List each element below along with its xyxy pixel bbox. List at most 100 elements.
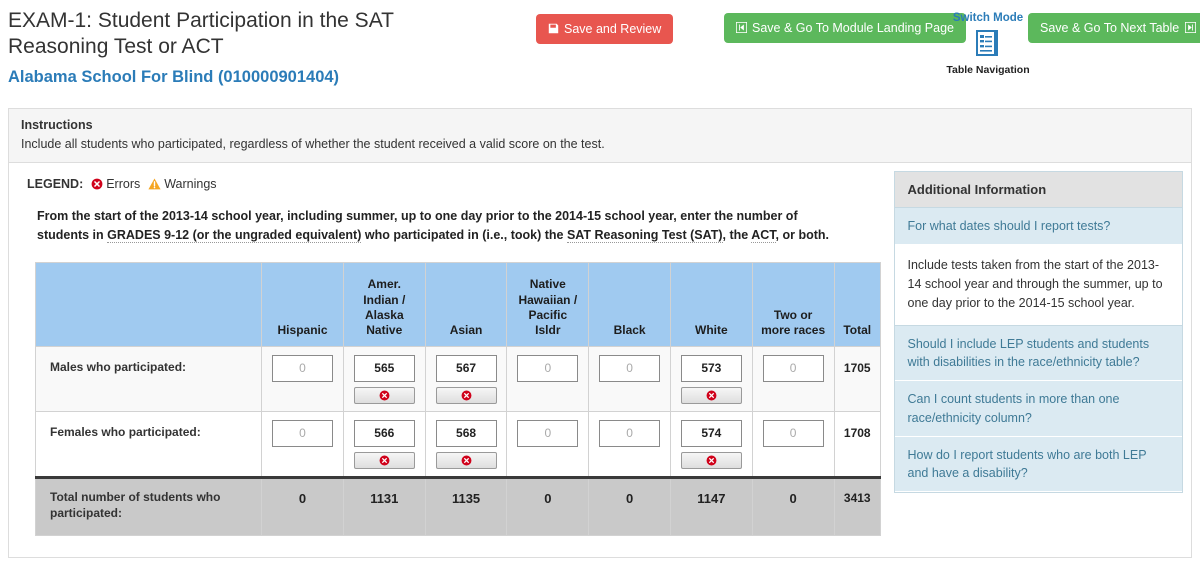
additional-information-column: Additional Information For what dates sh… — [887, 163, 1191, 557]
row-label-females: Females who participated: — [34, 410, 263, 478]
table-navigation-icon[interactable] — [940, 28, 1036, 63]
errbtn-spacer — [513, 382, 582, 404]
additional-information-title: Additional Information — [894, 172, 1182, 208]
table-prompt: From the start of the 2013-14 school yea… — [37, 207, 837, 246]
input-females-hispanic[interactable] — [272, 419, 334, 447]
faq-question-lep-disabilities[interactable]: Should I include LEP students and studen… — [894, 326, 1182, 382]
switch-mode-label: Switch Mode — [952, 12, 1024, 24]
error-button-females-amer-indian[interactable] — [353, 451, 415, 469]
prompt-term-sat[interactable]: SAT Reasoning Test (SAT) — [566, 228, 723, 244]
error-circle-x-icon — [706, 390, 717, 401]
cell-females-hispanic — [261, 410, 344, 478]
error-circle-x-icon — [461, 390, 471, 401]
row-label-males: Males who participated: — [34, 345, 263, 412]
instructions-text: Include all students who participated, r… — [21, 137, 605, 151]
table-body: Males who participated: — [34, 345, 881, 537]
input-males-hispanic[interactable] — [272, 354, 334, 382]
instructions-title: Instructions — [21, 118, 93, 132]
additional-information-panel: Additional Information For what dates sh… — [893, 171, 1183, 493]
faq-question-multiple-race[interactable]: Can I count students in more than one ra… — [894, 381, 1182, 437]
prompt-part-3: , the — [722, 228, 752, 243]
errbtn-spacer — [759, 447, 828, 469]
error-button-males-asian[interactable] — [435, 386, 497, 404]
page-header: EXAM-1: Student Participation in the SAT… — [0, 0, 1200, 100]
save-go-next-table-button[interactable]: Save & Go To Next Table — [1028, 13, 1200, 43]
faq-question-dates[interactable]: For what dates should I report tests? — [894, 208, 1182, 246]
error-circle-x-icon — [379, 455, 390, 466]
input-males-black[interactable] — [599, 354, 661, 382]
column-header-hispanic: Hispanic — [261, 261, 344, 347]
input-males-asian[interactable] — [435, 354, 497, 382]
total-white: 1147 — [669, 475, 753, 537]
table-row-males: Males who participated: — [34, 345, 881, 412]
form-column: LEGEND: Errors Warnings From the start o… — [9, 163, 888, 557]
prompt-part-2: who participated in (i.e., took) the — [361, 228, 567, 243]
errbtn-spacer — [595, 447, 664, 469]
input-males-native-hawaiian[interactable] — [517, 354, 579, 382]
warning-triangle-icon — [148, 177, 164, 191]
save-go-next-table-label: Save & Go To Next Table — [1040, 21, 1180, 35]
input-males-white[interactable] — [680, 354, 742, 382]
total-amer-indian: 1131 — [342, 475, 426, 537]
error-button-females-asian[interactable] — [435, 451, 497, 469]
error-circle-x-icon — [706, 455, 717, 466]
column-header-total: Total — [833, 261, 881, 347]
column-header-two-or-more-races: Two or more races — [751, 261, 835, 347]
faq-question-lep-and-disability[interactable]: How do I report students who are both LE… — [894, 436, 1182, 492]
errbtn-spacer — [513, 447, 582, 469]
cell-females-amer-indian — [342, 410, 426, 478]
legend: LEGEND: Errors Warnings — [27, 177, 888, 191]
errbtn-spacer — [759, 382, 828, 404]
cell-males-asian — [424, 345, 508, 412]
step-forward-icon — [1185, 14, 1197, 44]
errbtn-spacer — [268, 382, 337, 404]
input-males-amer-indian[interactable] — [353, 354, 415, 382]
input-females-two-or-more[interactable] — [762, 419, 824, 447]
cell-females-white — [669, 410, 753, 478]
column-header-white: White — [669, 261, 753, 347]
input-males-two-or-more[interactable] — [762, 354, 824, 382]
legend-warnings-label: Warnings — [164, 177, 217, 191]
errbtn-spacer — [268, 447, 337, 469]
school-link[interactable]: Alabama School For Blind (010000901404) — [8, 68, 340, 87]
save-and-review-button[interactable]: Save and Review — [536, 14, 674, 44]
prompt-term-grades[interactable]: GRADES 9-12 (or the ungraded equivalent) — [107, 228, 362, 244]
cell-females-asian — [424, 410, 508, 478]
cell-males-amer-indian — [342, 345, 426, 412]
table-header-row: Hispanic Amer. Indian / Alaska Native As… — [34, 261, 881, 347]
table-head: Hispanic Amer. Indian / Alaska Native As… — [34, 261, 881, 347]
input-females-asian[interactable] — [435, 419, 497, 447]
faq-answer-dates: Include tests taken from the start of th… — [894, 245, 1182, 327]
switch-mode-control[interactable]: Switch Mode Table Navigation — [940, 12, 1036, 76]
total-hispanic: 0 — [261, 475, 344, 537]
table-row-females: Females who participated: — [34, 410, 881, 478]
error-button-males-white[interactable] — [680, 386, 742, 404]
input-females-amer-indian[interactable] — [353, 419, 415, 447]
input-females-black[interactable] — [599, 419, 661, 447]
total-native-hawaiian: 0 — [506, 475, 590, 537]
error-button-males-amer-indian[interactable] — [353, 386, 415, 404]
table-row-total: Total number of students who participate… — [34, 475, 881, 537]
save-go-module-landing-button[interactable]: Save & Go To Module Landing Page — [724, 13, 966, 43]
error-button-females-white[interactable] — [680, 451, 742, 469]
prompt-part-4: , or both. — [775, 228, 830, 243]
total-males: 1705 — [833, 345, 881, 412]
prompt-term-act[interactable]: ACT — [751, 228, 776, 244]
total-females: 1708 — [833, 410, 881, 478]
input-females-white[interactable] — [680, 419, 742, 447]
legend-label: LEGEND: — [27, 177, 84, 191]
grand-total: 3413 — [833, 475, 881, 537]
table-navigation-label: Table Navigation — [946, 64, 1030, 76]
cell-males-hispanic — [261, 345, 344, 412]
save-go-module-landing-label: Save & Go To Module Landing Page — [752, 21, 954, 35]
instructions-panel: Instructions Include all students who pa… — [8, 108, 1192, 163]
cell-females-black — [588, 410, 671, 478]
column-header-native-hawaiian-pacific-isldr: Native Hawaiian / Pacific Isldr — [506, 261, 590, 347]
cell-males-native-hawaiian — [506, 345, 590, 412]
error-circle-x-icon — [379, 390, 390, 401]
prompt-part-1: From the start of the 2013-14 school yea… — [37, 209, 798, 243]
cell-females-native-hawaiian — [506, 410, 590, 478]
input-females-native-hawaiian[interactable] — [517, 419, 579, 447]
column-header-asian: Asian — [424, 261, 508, 347]
total-two-or-more: 0 — [751, 475, 835, 537]
